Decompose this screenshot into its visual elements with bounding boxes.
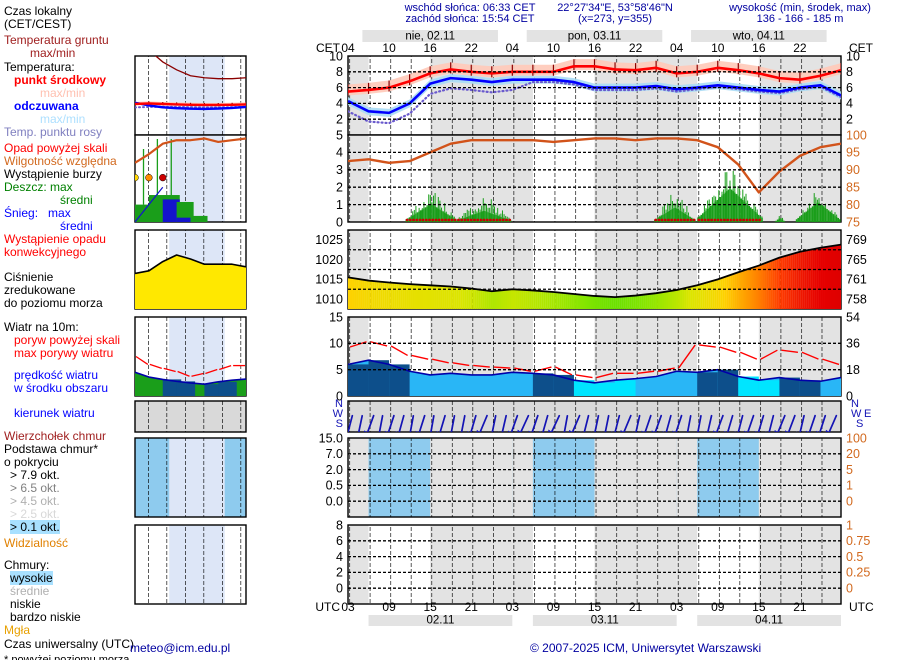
svg-text:09: 09 [382, 600, 396, 614]
svg-text:15: 15 [752, 600, 766, 614]
svg-text:2: 2 [336, 566, 343, 580]
svg-text:1: 1 [846, 479, 853, 493]
svg-text:22: 22 [629, 41, 643, 55]
svg-text:10: 10 [547, 41, 561, 55]
svg-text:21: 21 [629, 600, 643, 614]
svg-text:UTC: UTC [315, 600, 340, 614]
svg-text:0: 0 [336, 582, 343, 596]
svg-text:10: 10 [382, 41, 396, 55]
svg-text:16: 16 [752, 41, 766, 55]
svg-text:3: 3 [336, 163, 343, 177]
svg-text:15: 15 [329, 310, 343, 324]
svg-text:2: 2 [336, 113, 343, 127]
svg-text:0: 0 [846, 495, 853, 509]
svg-text:16: 16 [423, 41, 437, 55]
svg-text:85: 85 [846, 181, 860, 195]
svg-text:10: 10 [711, 41, 725, 55]
svg-text:22: 22 [465, 41, 479, 55]
svg-text:100: 100 [846, 128, 867, 142]
svg-text:4: 4 [336, 146, 343, 160]
svg-text:0.25: 0.25 [846, 566, 870, 580]
svg-text:761: 761 [846, 273, 867, 287]
svg-text:21: 21 [465, 600, 479, 614]
svg-text:0.5: 0.5 [846, 550, 863, 564]
svg-text:S: S [856, 418, 863, 430]
svg-text:8: 8 [336, 518, 343, 532]
svg-text:2.0: 2.0 [326, 463, 343, 477]
svg-text:03: 03 [341, 600, 355, 614]
svg-text:15: 15 [588, 600, 602, 614]
svg-text:95: 95 [846, 146, 860, 160]
svg-text:7.0: 7.0 [326, 447, 343, 461]
svg-text:20: 20 [846, 447, 860, 461]
svg-text:03: 03 [670, 600, 684, 614]
svg-text:6: 6 [846, 81, 853, 95]
svg-text:03.11: 03.11 [591, 615, 619, 627]
svg-text:90: 90 [846, 163, 860, 177]
svg-text:5: 5 [846, 463, 853, 477]
svg-text:04: 04 [506, 41, 520, 55]
svg-text:8: 8 [336, 65, 343, 79]
svg-text:02.11: 02.11 [426, 615, 454, 627]
svg-text:0: 0 [336, 215, 343, 229]
svg-text:54: 54 [846, 310, 860, 324]
svg-text:2: 2 [846, 113, 853, 127]
svg-text:765: 765 [846, 253, 867, 267]
svg-text:0.0: 0.0 [326, 495, 343, 509]
svg-text:0.5: 0.5 [326, 479, 343, 493]
svg-text:04: 04 [341, 41, 355, 55]
svg-text:1020: 1020 [315, 253, 343, 267]
svg-text:6: 6 [336, 81, 343, 95]
svg-text:15.0: 15.0 [319, 431, 343, 445]
svg-text:80: 80 [846, 198, 860, 212]
svg-text:CET: CET [316, 41, 341, 55]
svg-text:0: 0 [336, 389, 343, 403]
svg-text:4: 4 [336, 97, 343, 111]
svg-text:03: 03 [506, 600, 520, 614]
svg-text:S: S [336, 418, 343, 430]
svg-text:0: 0 [846, 389, 853, 403]
svg-text:1: 1 [846, 518, 853, 532]
svg-text:75: 75 [846, 215, 860, 229]
svg-text:1015: 1015 [315, 273, 343, 287]
svg-text:09: 09 [711, 600, 725, 614]
svg-text:4: 4 [846, 97, 853, 111]
svg-text:04.11: 04.11 [755, 615, 783, 627]
svg-text:1010: 1010 [315, 292, 343, 306]
svg-text:CET: CET [849, 41, 874, 55]
svg-text:1025: 1025 [315, 233, 343, 247]
svg-text:0: 0 [846, 582, 853, 596]
svg-text:5: 5 [336, 363, 343, 377]
svg-text:1: 1 [336, 198, 343, 212]
svg-text:769: 769 [846, 233, 867, 247]
svg-text:22: 22 [793, 41, 807, 55]
svg-text:36: 36 [846, 337, 860, 351]
svg-text:15: 15 [423, 600, 437, 614]
svg-text:16: 16 [588, 41, 602, 55]
svg-text:5: 5 [336, 128, 343, 142]
svg-text:09: 09 [547, 600, 561, 614]
svg-text:758: 758 [846, 292, 867, 306]
svg-text:100: 100 [846, 431, 867, 445]
svg-text:8: 8 [846, 65, 853, 79]
svg-text:4: 4 [336, 550, 343, 564]
svg-text:UTC: UTC [849, 600, 874, 614]
svg-text:04: 04 [670, 41, 684, 55]
svg-text:2: 2 [336, 181, 343, 195]
svg-text:18: 18 [846, 363, 860, 377]
svg-text:21: 21 [793, 600, 807, 614]
svg-text:6: 6 [336, 534, 343, 548]
svg-text:10: 10 [329, 337, 343, 351]
svg-text:0.75: 0.75 [846, 534, 870, 548]
svg-text:E: E [864, 408, 871, 420]
